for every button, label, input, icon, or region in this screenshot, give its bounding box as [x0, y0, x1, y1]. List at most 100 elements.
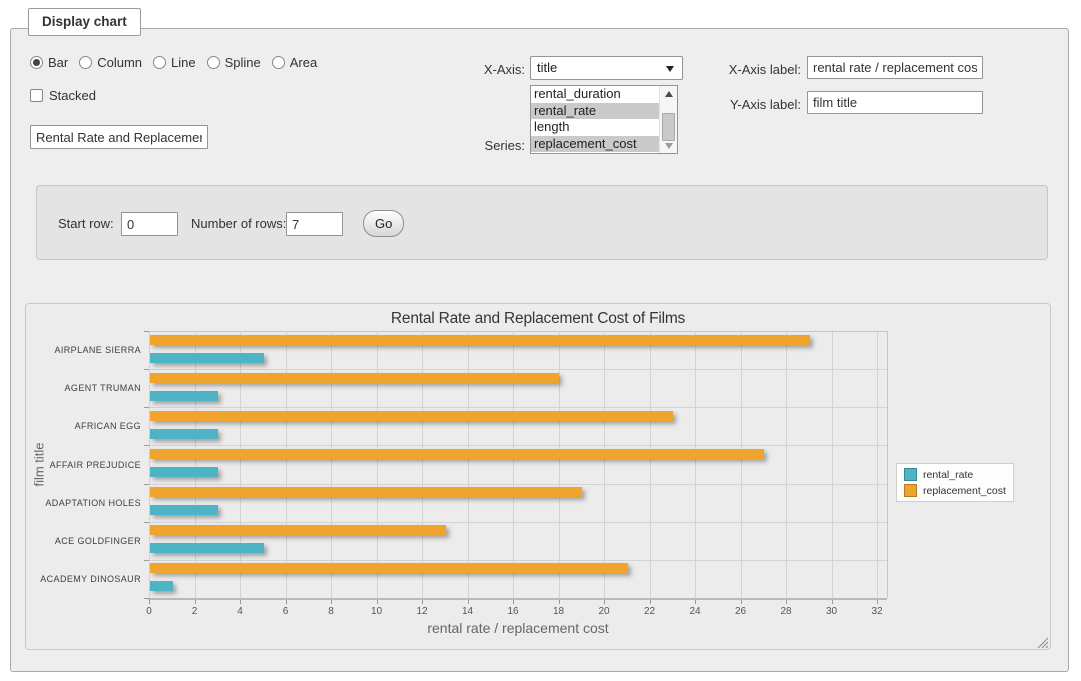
series-option-replacement_cost[interactable]: replacement_cost: [531, 136, 660, 153]
x-axis-tick: [195, 600, 196, 604]
bar-rental_rate: [150, 429, 218, 439]
x-axis-tick: [650, 600, 651, 604]
category-label: AGENT TRUMAN: [26, 382, 141, 394]
chevron-down-icon: [666, 66, 674, 72]
x-axis-tick: [786, 600, 787, 604]
vertical-gridline: [513, 331, 514, 598]
vertical-gridline: [786, 331, 787, 598]
vertical-gridline: [650, 331, 651, 598]
vertical-gridline: [832, 331, 833, 598]
plot-top-border: [149, 331, 887, 332]
vertical-gridline: [877, 331, 878, 598]
chart-legend: rental_rate replacement_cost: [896, 463, 1014, 502]
legend-label: rental_rate: [923, 469, 973, 481]
y-axis-title: film title: [32, 405, 47, 525]
y-axis-tick: [144, 369, 149, 370]
resize-handle[interactable]: [1036, 635, 1048, 647]
bar-replacement_cost: [150, 335, 810, 345]
scroll-down-icon[interactable]: [660, 138, 677, 153]
category-label: ACE GOLDFINGER: [26, 535, 141, 547]
x-tick-label: 24: [680, 606, 710, 617]
chart-type-label: Column: [97, 55, 142, 70]
x-tick-label: 28: [771, 606, 801, 617]
legend-item-replacement_cost[interactable]: replacement_cost: [904, 484, 1006, 497]
chart-type-radio-bar[interactable]: [30, 56, 43, 69]
chart-type-radio-column[interactable]: [79, 56, 92, 69]
go-button[interactable]: Go: [363, 210, 404, 237]
bar-replacement_cost: [150, 411, 673, 421]
chart-type-radio-spline[interactable]: [207, 56, 220, 69]
bar-replacement_cost: [150, 487, 582, 497]
chart-type-radio-line[interactable]: [153, 56, 166, 69]
category-label: ACADEMY DINOSAUR: [26, 573, 141, 585]
bar-rental_rate: [150, 505, 218, 515]
x-axis-tick: [877, 600, 878, 604]
x-axis-select[interactable]: title: [530, 56, 683, 80]
chart-type-label: Bar: [48, 55, 68, 70]
chart-type-radio-group: Bar Column Line Spline Area: [30, 55, 328, 70]
number-of-rows-input[interactable]: [286, 212, 343, 236]
chart-type-label: Line: [171, 55, 196, 70]
series-option-rental_rate[interactable]: rental_rate: [531, 103, 660, 120]
y-axis-tick: [144, 598, 149, 599]
x-tick-label: 0: [134, 606, 164, 617]
series-option-length[interactable]: length: [531, 119, 660, 136]
stacked-checkbox[interactable]: [30, 89, 43, 102]
vertical-gridline: [195, 331, 196, 598]
chart-type-item-area: Area: [272, 55, 317, 70]
vertical-gridline: [559, 331, 560, 598]
bar-rental_rate: [150, 391, 218, 401]
series-option-rental_duration[interactable]: rental_duration: [531, 86, 660, 103]
vertical-gridline: [468, 331, 469, 598]
vertical-gridline: [695, 331, 696, 598]
scroll-up-icon[interactable]: [660, 86, 677, 101]
x-tick-label: 6: [271, 606, 301, 617]
x-tick-label: 2: [180, 606, 210, 617]
x-tick-label: 16: [498, 606, 528, 617]
row-range-panel: Start row: Number of rows: Go: [36, 185, 1048, 260]
x-axis-label-input[interactable]: [807, 56, 983, 79]
x-tick-label: 18: [544, 606, 574, 617]
horizontal-gridline: [149, 484, 887, 485]
vertical-gridline: [331, 331, 332, 598]
bar-replacement_cost: [150, 373, 559, 383]
x-axis-tick: [513, 600, 514, 604]
x-axis-tick: [422, 600, 423, 604]
x-axis-caption: X-Axis:: [440, 62, 525, 77]
y-axis-label-input[interactable]: [807, 91, 983, 114]
legend-item-rental_rate[interactable]: rental_rate: [904, 468, 1006, 481]
x-axis-tick: [331, 600, 332, 604]
horizontal-gridline: [149, 369, 887, 370]
y-axis-tick: [144, 484, 149, 485]
x-tick-label: 10: [362, 606, 392, 617]
chart-title-input[interactable]: [30, 125, 208, 149]
bar-replacement_cost: [150, 525, 446, 535]
legend-swatch-rental_rate: [904, 468, 917, 481]
x-tick-label: 4: [225, 606, 255, 617]
chart-type-item-column: Column: [79, 55, 142, 70]
plot-right-border: [887, 331, 888, 598]
x-axis-line: [148, 598, 887, 600]
x-axis-tick: [286, 600, 287, 604]
chart-type-item-line: Line: [153, 55, 196, 70]
chart-type-radio-area[interactable]: [272, 56, 285, 69]
series-option-list: rental_durationrental_ratelengthreplacem…: [531, 86, 660, 153]
stacked-label: Stacked: [49, 88, 96, 103]
chart-type-item-bar: Bar: [30, 55, 68, 70]
chart-type-label: Spline: [225, 55, 261, 70]
x-tick-label: 26: [726, 606, 756, 617]
scrollbar-thumb[interactable]: [662, 113, 675, 141]
x-axis-selected-value: title: [537, 60, 557, 75]
x-axis-title: rental rate / replacement cost: [149, 620, 887, 636]
y-axis-tick: [144, 331, 149, 332]
start-row-input[interactable]: [121, 212, 178, 236]
horizontal-gridline: [149, 560, 887, 561]
scrollbar[interactable]: [659, 86, 677, 153]
chart-title: Rental Rate and Replacement Cost of Film…: [26, 310, 1050, 328]
legend-swatch-replacement_cost: [904, 484, 917, 497]
x-tick-label: 20: [589, 606, 619, 617]
chart-panel: 02468101214161820222426283032AIRPLANE SI…: [25, 303, 1051, 650]
y-axis-label-caption: Y-Axis label:: [700, 97, 801, 112]
vertical-gridline: [286, 331, 287, 598]
resize-grip-icon: [1036, 636, 1048, 648]
